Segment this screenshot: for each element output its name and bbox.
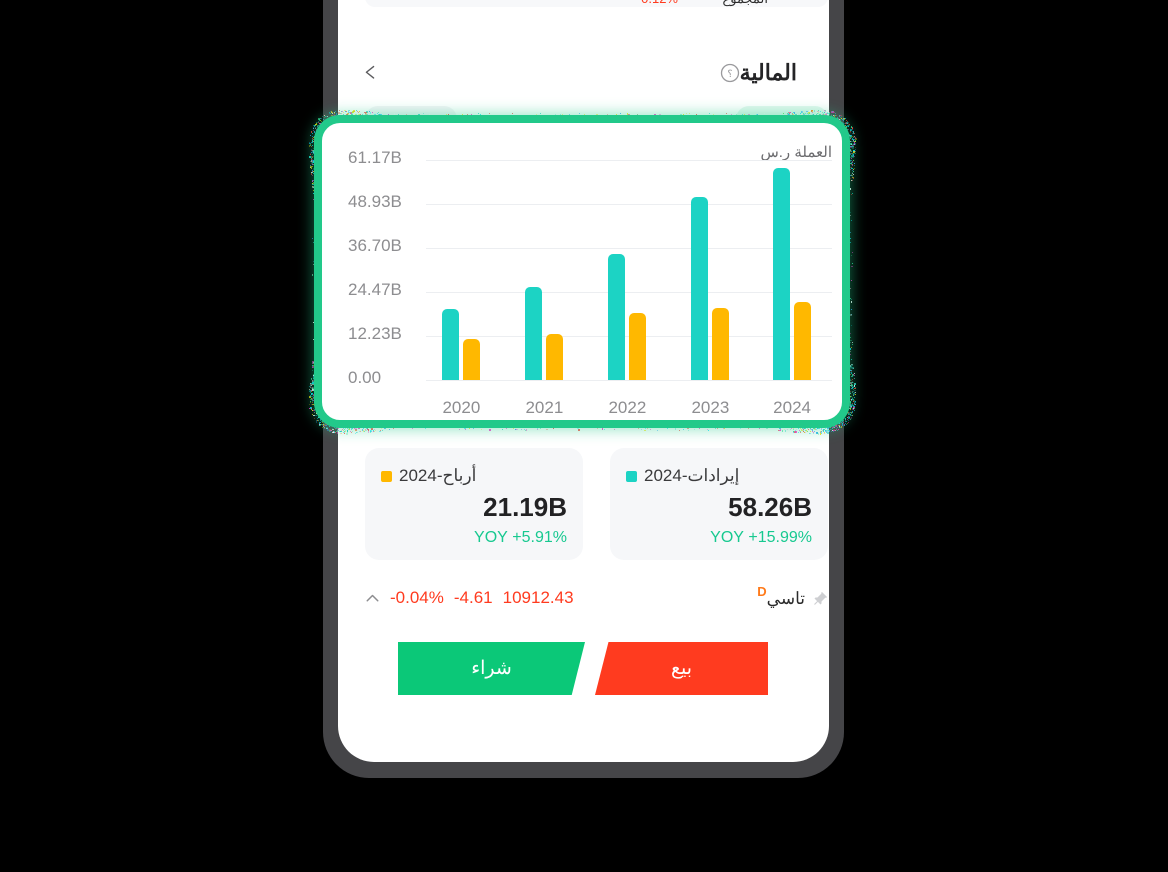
svg-text:؟: ؟ [727, 69, 732, 80]
